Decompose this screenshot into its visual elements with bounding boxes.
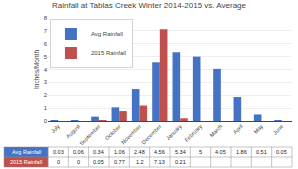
svg-text:6: 6 [44, 41, 48, 47]
svg-text:0: 0 [57, 159, 60, 165]
svg-text:4.56: 4.56 [154, 149, 165, 155]
svg-text:August: August [65, 123, 82, 140]
svg-text:0.05: 0.05 [276, 149, 287, 155]
svg-text:March: March [208, 123, 223, 138]
svg-text:0: 0 [77, 159, 80, 165]
svg-text:1: 1 [44, 105, 48, 111]
svg-text:7: 7 [44, 28, 48, 34]
svg-text:January: January [165, 123, 183, 141]
svg-text:2015 Rainfall: 2015 Rainfall [10, 159, 42, 165]
svg-text:8: 8 [44, 15, 48, 21]
svg-text:1.86: 1.86 [236, 149, 247, 155]
svg-text:September: September [78, 123, 101, 146]
svg-text:0.34: 0.34 [93, 149, 104, 155]
svg-text:0.06: 0.06 [73, 149, 84, 155]
svg-text:0.77: 0.77 [114, 159, 125, 165]
svg-text:7.13: 7.13 [154, 159, 165, 165]
svg-text:0: 0 [44, 118, 48, 124]
svg-text:5.34: 5.34 [175, 149, 186, 155]
svg-text:0.51: 0.51 [256, 149, 267, 155]
svg-text:Rainfall at Tablas Creek Winte: Rainfall at Tablas Creek Winter 2014-201… [52, 1, 247, 10]
svg-text:2015 Rainfall: 2015 Rainfall [91, 50, 126, 56]
svg-text:December: December [140, 123, 162, 145]
svg-text:July: July [50, 123, 61, 134]
svg-text:Avg Rainfall: Avg Rainfall [91, 31, 123, 37]
svg-text:4.05: 4.05 [215, 149, 226, 155]
svg-text:3: 3 [44, 79, 48, 85]
svg-text:0.21: 0.21 [175, 159, 186, 165]
svg-text:May: May [253, 123, 265, 135]
svg-text:5: 5 [199, 149, 202, 155]
svg-text:0.05: 0.05 [93, 159, 104, 165]
svg-text:November: November [120, 123, 142, 145]
svg-text:Avg Rainfall: Avg Rainfall [12, 149, 41, 155]
svg-text:October: October [104, 123, 122, 141]
svg-text:June: June [272, 123, 285, 136]
svg-text:Inches/Month: Inches/Month [33, 50, 40, 89]
svg-text:February: February [183, 123, 203, 143]
svg-text:1.2: 1.2 [136, 159, 144, 165]
svg-text:2: 2 [44, 92, 48, 98]
svg-text:4: 4 [44, 67, 48, 73]
svg-text:5: 5 [44, 54, 48, 60]
svg-text:0.03: 0.03 [53, 149, 64, 155]
svg-text:April: April [232, 123, 244, 135]
svg-text:2.48: 2.48 [134, 149, 145, 155]
svg-text:1.06: 1.06 [114, 149, 125, 155]
